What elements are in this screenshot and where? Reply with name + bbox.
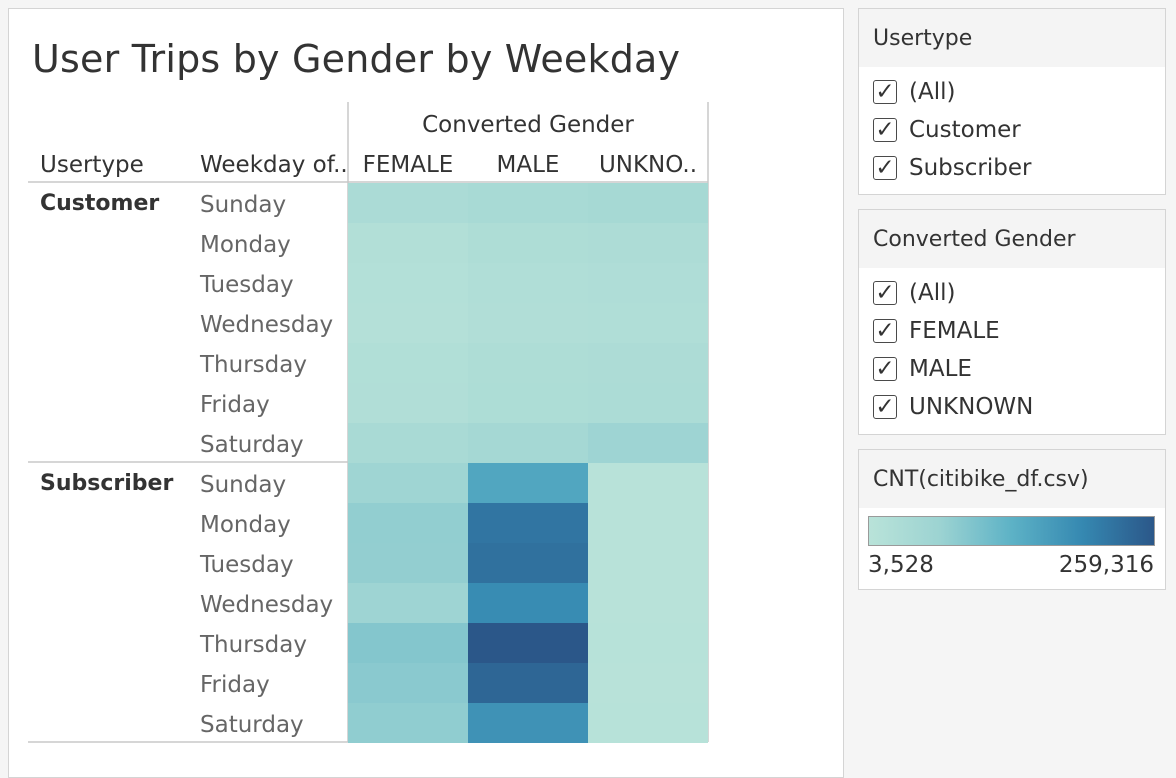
legend-max-label: 259,316 — [1058, 552, 1154, 578]
filter-item-gender-male[interactable]: ✓ MALE — [859, 350, 1165, 388]
heatmap-cell[interactable] — [348, 303, 468, 343]
row-label-friday: Friday — [200, 672, 270, 698]
checkbox-checked-icon[interactable]: ✓ — [873, 155, 897, 181]
heatmap-cell[interactable] — [348, 663, 468, 703]
row-label-tuesday: Tuesday — [199, 272, 294, 298]
filter-card-usertype: Usertype ✓ (All) ✓ Customer ✓ Subscriber — [858, 8, 1166, 195]
legend-min-label: 3,528 — [868, 552, 934, 578]
heatmap-cell[interactable] — [588, 223, 708, 263]
heatmap-cell[interactable] — [468, 463, 588, 503]
heatmap-cell[interactable] — [588, 463, 708, 503]
heatmap-cell[interactable] — [348, 423, 468, 463]
column-label-female: FEMALE — [363, 152, 454, 178]
filter-item-usertype-customer[interactable]: ✓ Customer — [859, 111, 1165, 149]
filter-item-gender-female[interactable]: ✓ FEMALE — [859, 312, 1165, 350]
page-title: User Trips by Gender by Weekday — [32, 37, 681, 81]
heatmap-cell[interactable] — [468, 663, 588, 703]
checkbox-checked-icon[interactable]: ✓ — [873, 356, 897, 382]
heatmap-cell[interactable] — [348, 583, 468, 623]
filter-title-gender: Converted Gender — [859, 210, 1165, 268]
filter-item-usertype-all[interactable]: ✓ (All) — [859, 73, 1165, 111]
heatmap-cell[interactable] — [588, 343, 708, 383]
heatmap-cell[interactable] — [588, 303, 708, 343]
filter-item-label: FEMALE — [909, 318, 1000, 344]
heatmap-cell[interactable] — [468, 263, 588, 303]
filter-item-usertype-subscriber[interactable]: ✓ Subscriber — [859, 149, 1165, 187]
row-label-monday: Monday — [200, 232, 291, 258]
heatmap-cell[interactable] — [588, 663, 708, 703]
row-label-sunday: Sunday — [200, 192, 286, 218]
column-header-title: Converted Gender — [422, 112, 634, 138]
checkbox-checked-icon[interactable]: ✓ — [873, 394, 897, 420]
heatmap-cell[interactable] — [348, 263, 468, 303]
heatmap-cell[interactable] — [468, 383, 588, 423]
filter-item-gender-unknown[interactable]: ✓ UNKNOWN — [859, 388, 1165, 426]
heatmap-cell[interactable] — [348, 543, 468, 583]
heatmap-cell[interactable] — [468, 343, 588, 383]
filter-item-label: Subscriber — [909, 155, 1032, 181]
color-legend-card: CNT(citibike_df.csv) 3,528 259,316 — [858, 449, 1166, 590]
group-label-customer: Customer — [40, 191, 159, 216]
legend-gradient-bar — [868, 516, 1155, 546]
heatmap-cell[interactable] — [348, 463, 468, 503]
group-label-subscriber: Subscriber — [40, 471, 173, 496]
filter-item-label: UNKNOWN — [909, 394, 1034, 420]
heatmap-chart: Converted Gender Usertype Weekday of.. F… — [28, 102, 709, 743]
row-label-thursday: Thursday — [199, 632, 307, 658]
row-header-usertype: Usertype — [40, 152, 144, 178]
heatmap-cell[interactable] — [468, 623, 588, 663]
filter-item-label: (All) — [909, 280, 956, 306]
checkbox-checked-icon[interactable]: ✓ — [873, 117, 897, 143]
row-label-sunday: Sunday — [200, 472, 286, 498]
row-label-monday: Monday — [200, 512, 291, 538]
heatmap-cell[interactable] — [348, 343, 468, 383]
heatmap-cell[interactable] — [588, 503, 708, 543]
heatmap-cell[interactable] — [468, 543, 588, 583]
heatmap-cell[interactable] — [348, 623, 468, 663]
heatmap-cell[interactable] — [468, 183, 588, 223]
row-label-friday: Friday — [200, 392, 270, 418]
heatmap-cell[interactable] — [468, 583, 588, 623]
row-header-weekday: Weekday of.. — [200, 152, 348, 178]
heatmap-cell[interactable] — [588, 183, 708, 223]
row-label-tuesday: Tuesday — [199, 552, 294, 578]
filter-item-label: Customer — [909, 117, 1021, 143]
checkbox-checked-icon[interactable]: ✓ — [873, 79, 897, 105]
filter-card-gender: Converted Gender ✓ (All) ✓ FEMALE ✓ MALE… — [858, 209, 1166, 435]
row-label-wednesday: Wednesday — [200, 312, 333, 338]
heatmap-cell[interactable] — [588, 263, 708, 303]
row-label-wednesday: Wednesday — [200, 592, 333, 618]
heatmap-cell[interactable] — [588, 543, 708, 583]
heatmap-cell[interactable] — [468, 703, 588, 743]
filter-title-usertype: Usertype — [859, 9, 1165, 67]
heatmap-cell[interactable] — [468, 303, 588, 343]
heatmap-cell[interactable] — [468, 423, 588, 463]
row-label-saturday: Saturday — [200, 432, 304, 458]
legend-title: CNT(citibike_df.csv) — [859, 450, 1165, 508]
heatmap-cell[interactable] — [348, 503, 468, 543]
heatmap-cell[interactable] — [588, 383, 708, 423]
filter-item-label: (All) — [909, 79, 956, 105]
column-label-male: MALE — [497, 152, 560, 178]
heatmap-cell[interactable] — [468, 503, 588, 543]
filter-item-label: MALE — [909, 356, 972, 382]
heatmap-cell[interactable] — [468, 223, 588, 263]
checkbox-checked-icon[interactable]: ✓ — [873, 318, 897, 344]
heatmap-cell[interactable] — [348, 183, 468, 223]
filter-item-gender-all[interactable]: ✓ (All) — [859, 274, 1165, 312]
heatmap-cell[interactable] — [588, 583, 708, 623]
row-label-thursday: Thursday — [199, 352, 307, 378]
heatmap-cell[interactable] — [348, 223, 468, 263]
column-label-unknown: UNKNO.. — [599, 152, 697, 178]
heatmap-cell[interactable] — [588, 423, 708, 463]
checkbox-checked-icon[interactable]: ✓ — [873, 280, 897, 306]
heatmap-cell[interactable] — [348, 383, 468, 423]
heatmap-cell[interactable] — [348, 703, 468, 743]
heatmap-cell[interactable] — [588, 623, 708, 663]
row-label-saturday: Saturday — [200, 712, 304, 738]
heatmap-cell[interactable] — [588, 703, 708, 743]
